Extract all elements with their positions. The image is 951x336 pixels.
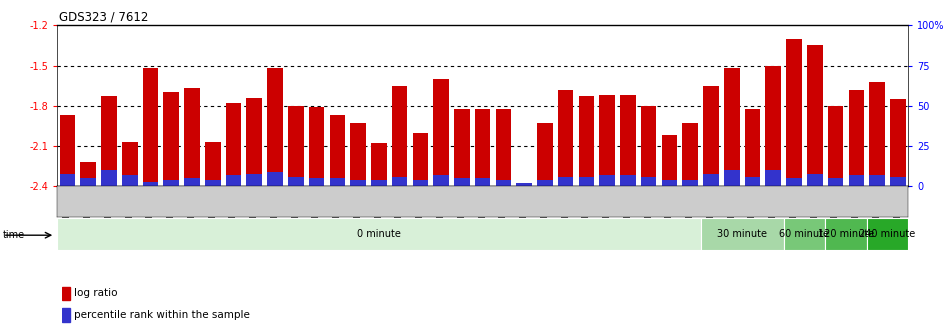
Bar — [413, 180, 428, 186]
Bar — [516, 184, 532, 186]
Text: log ratio: log ratio — [74, 288, 117, 298]
Bar — [825, 218, 866, 250]
Bar — [309, 107, 324, 186]
Bar — [537, 123, 553, 186]
Bar — [330, 115, 345, 186]
Bar — [454, 178, 470, 186]
Bar — [309, 178, 324, 186]
Bar — [184, 88, 200, 186]
Bar — [62, 287, 70, 300]
Text: 0 minute: 0 minute — [357, 229, 400, 239]
Bar — [246, 174, 262, 186]
Bar — [869, 82, 884, 186]
Bar — [784, 218, 825, 250]
Bar — [703, 86, 719, 186]
Text: time: time — [3, 230, 25, 240]
Bar — [703, 174, 719, 186]
Bar — [890, 177, 905, 186]
Bar — [101, 170, 117, 186]
Bar — [122, 175, 138, 186]
Bar — [578, 177, 594, 186]
Bar — [827, 178, 844, 186]
Bar — [143, 182, 158, 186]
Text: 30 minute: 30 minute — [717, 229, 767, 239]
Bar — [101, 96, 117, 186]
Bar — [724, 170, 740, 186]
Bar — [60, 174, 75, 186]
Bar — [225, 103, 242, 186]
Bar — [869, 175, 884, 186]
Bar — [786, 178, 802, 186]
Bar — [205, 142, 221, 186]
Bar — [848, 90, 864, 186]
Bar — [766, 66, 781, 186]
Text: 60 minute: 60 minute — [780, 229, 829, 239]
Bar — [122, 142, 138, 186]
Bar — [599, 95, 615, 186]
Bar — [246, 98, 262, 186]
Bar — [413, 133, 428, 186]
Text: 120 minute: 120 minute — [818, 229, 874, 239]
Bar — [641, 177, 656, 186]
Bar — [662, 180, 677, 186]
Bar — [807, 174, 823, 186]
Bar — [57, 218, 701, 250]
Bar — [890, 99, 905, 186]
Bar — [516, 183, 532, 186]
Bar — [662, 135, 677, 186]
Bar — [766, 170, 781, 186]
Bar — [267, 172, 282, 186]
Text: GDS323 / 7612: GDS323 / 7612 — [59, 10, 148, 23]
Bar — [60, 115, 75, 186]
Bar — [225, 175, 242, 186]
Bar — [701, 218, 784, 250]
Bar — [599, 175, 615, 186]
Bar — [205, 180, 221, 186]
Bar — [288, 177, 303, 186]
Bar — [434, 79, 449, 186]
Bar — [537, 180, 553, 186]
Bar — [620, 175, 635, 186]
Bar — [350, 123, 366, 186]
Bar — [143, 68, 158, 186]
Bar — [807, 45, 823, 186]
Bar — [81, 162, 96, 186]
Bar — [371, 143, 387, 186]
Bar — [350, 180, 366, 186]
Text: percentile rank within the sample: percentile rank within the sample — [74, 310, 249, 320]
Bar — [827, 106, 844, 186]
Bar — [62, 308, 70, 322]
Bar — [288, 106, 303, 186]
Bar — [434, 175, 449, 186]
Bar — [330, 178, 345, 186]
Bar — [745, 109, 760, 186]
Bar — [866, 218, 908, 250]
Bar — [558, 90, 573, 186]
Bar — [164, 92, 179, 186]
Bar — [641, 106, 656, 186]
Bar — [454, 109, 470, 186]
Bar — [392, 177, 407, 186]
Bar — [184, 178, 200, 186]
Bar — [475, 178, 491, 186]
Bar — [848, 175, 864, 186]
Text: 240 minute: 240 minute — [860, 229, 916, 239]
Bar — [558, 177, 573, 186]
Bar — [683, 123, 698, 186]
Bar — [578, 96, 594, 186]
Bar — [495, 180, 512, 186]
Bar — [164, 180, 179, 186]
Bar — [392, 86, 407, 186]
Bar — [371, 180, 387, 186]
Bar — [495, 109, 512, 186]
Bar — [786, 39, 802, 186]
Bar — [724, 68, 740, 186]
Bar — [267, 68, 282, 186]
Bar — [81, 178, 96, 186]
Bar — [620, 95, 635, 186]
Bar — [475, 109, 491, 186]
Bar — [683, 180, 698, 186]
Bar — [745, 177, 760, 186]
